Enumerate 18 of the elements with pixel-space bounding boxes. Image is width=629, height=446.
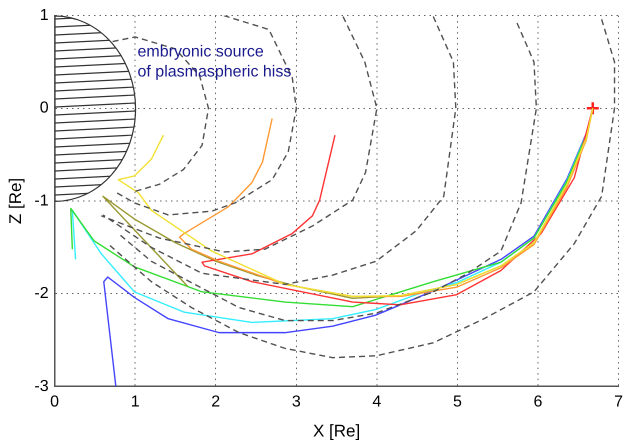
x-tick-label: 2 [211, 393, 220, 410]
y-axis-title: Z [Re] [6, 178, 25, 224]
line-series [107, 18, 616, 358]
y-tick-label: -2 [34, 285, 49, 302]
x-tick-label: 5 [452, 393, 462, 410]
x-tick-label: 6 [534, 393, 543, 410]
line-series [118, 22, 538, 322]
y-tick-label: -3 [34, 378, 49, 395]
x-tick-label: 3 [292, 393, 301, 410]
x-tick-label: 7 [614, 393, 624, 410]
y-tick-label: 0 [40, 100, 49, 117]
line-series [114, 16, 298, 216]
x-tick-label: 4 [372, 393, 382, 410]
x-axis-title: X [Re] [312, 421, 360, 440]
y-tick-label: 1 [40, 7, 49, 24]
y-tick-label: -1 [34, 192, 49, 210]
annotation: embryonic source of plasmaspheric hiss [138, 43, 292, 80]
x-tick-label: 1 [130, 393, 140, 410]
